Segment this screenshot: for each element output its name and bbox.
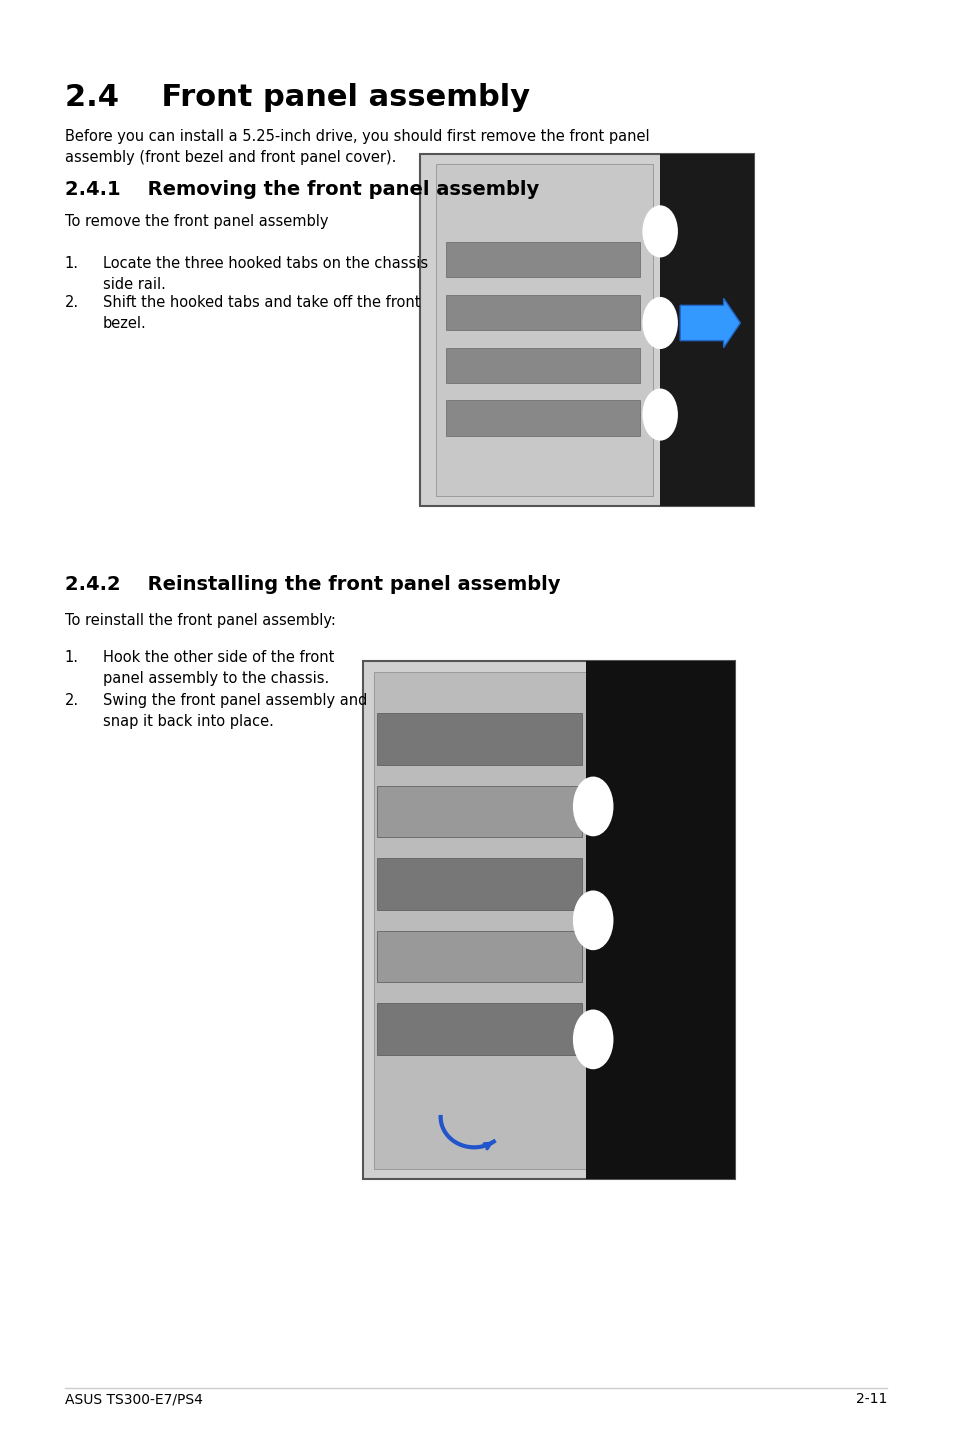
Bar	[377, 930, 581, 982]
Text: Before you can install a 5.25-inch drive, you should first remove the front pane: Before you can install a 5.25-inch drive…	[65, 129, 649, 165]
Bar	[374, 672, 589, 1169]
Bar	[377, 785, 581, 837]
Text: Hook the other side of the front
panel assembly to the chassis.: Hook the other side of the front panel a…	[103, 650, 335, 686]
Circle shape	[643, 207, 676, 256]
Bar	[659, 154, 753, 506]
Circle shape	[643, 390, 676, 439]
Circle shape	[574, 1011, 612, 1068]
Circle shape	[574, 892, 612, 949]
Text: Shift the hooked tabs and take off the front
bezel.: Shift the hooked tabs and take off the f…	[103, 295, 420, 331]
Circle shape	[643, 298, 676, 348]
Text: Swing the front panel assembly and
snap it back into place.: Swing the front panel assembly and snap …	[103, 693, 367, 729]
Bar	[446, 295, 639, 331]
FancyArrow shape	[679, 298, 740, 348]
Text: 2.: 2.	[65, 693, 79, 707]
Bar	[377, 1004, 581, 1055]
Text: 1.: 1.	[65, 650, 79, 664]
Bar	[446, 400, 639, 436]
Text: 1.: 1.	[65, 256, 79, 270]
Text: To reinstall the front panel assembly:: To reinstall the front panel assembly:	[65, 613, 335, 627]
Text: 2.4.2    Reinstalling the front panel assembly: 2.4.2 Reinstalling the front panel assem…	[65, 575, 559, 594]
Text: ASUS TS300-E7/PS4: ASUS TS300-E7/PS4	[65, 1392, 203, 1406]
Text: 2.4    Front panel assembly: 2.4 Front panel assembly	[65, 83, 530, 112]
Text: 2.: 2.	[65, 295, 79, 309]
Text: 2.4.1    Removing the front panel assembly: 2.4.1 Removing the front panel assembly	[65, 180, 538, 198]
Bar	[377, 858, 581, 910]
Bar	[377, 713, 581, 765]
Bar	[585, 661, 734, 1179]
Circle shape	[574, 778, 612, 835]
Bar	[436, 164, 653, 496]
Text: To remove the front panel assembly: To remove the front panel assembly	[65, 214, 328, 229]
Bar	[446, 242, 639, 278]
Bar	[362, 661, 734, 1179]
Text: 2-11: 2-11	[855, 1392, 886, 1406]
Bar	[419, 154, 753, 506]
Bar	[446, 348, 639, 383]
Text: Locate the three hooked tabs on the chassis
side rail.: Locate the three hooked tabs on the chas…	[103, 256, 428, 292]
